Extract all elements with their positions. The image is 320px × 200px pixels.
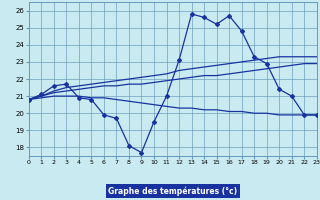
Text: Graphe des températures (°c): Graphe des températures (°c) [108,186,237,196]
